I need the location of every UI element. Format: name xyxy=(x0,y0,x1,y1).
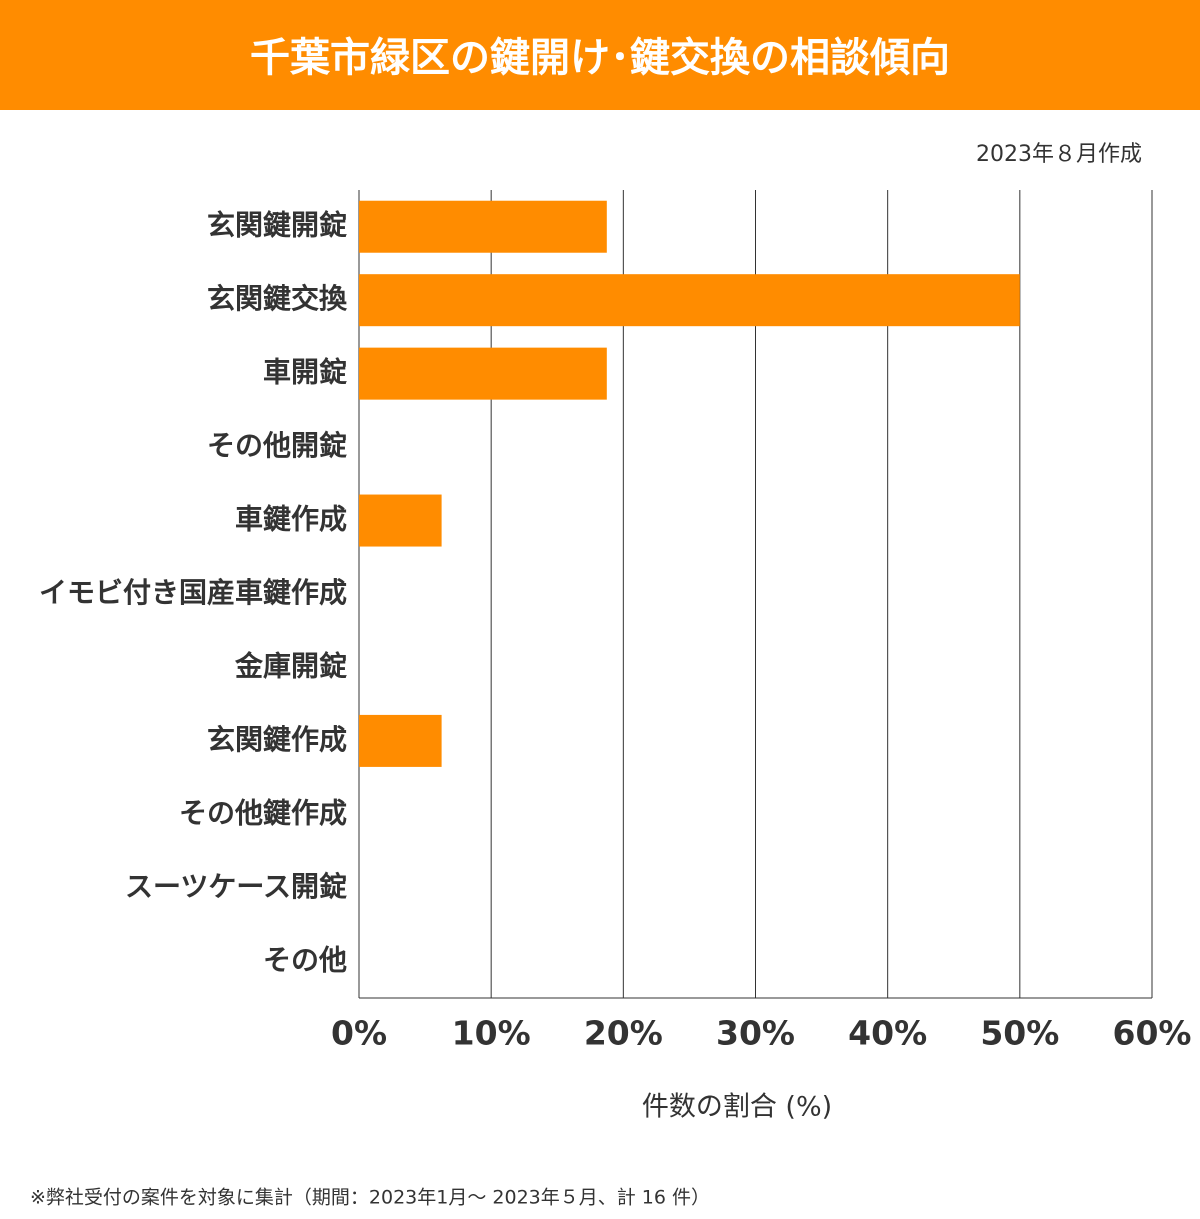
bar xyxy=(359,714,442,767)
x-tick-label: 40% xyxy=(848,1014,927,1053)
y-tick-label: 金庫開錠 xyxy=(234,649,347,682)
footnote: ※弊社受付の案件を対象に集計（期間：2023年1月～ 2023年５月、計 16 … xyxy=(30,1187,710,1209)
y-tick-label: 車鍵作成 xyxy=(235,503,347,536)
chart-title: 千葉市緑区の鍵開け･鍵交換の相談傾向 xyxy=(250,35,950,81)
bar xyxy=(359,347,607,400)
y-tick-label: 玄関鍵交換 xyxy=(207,282,348,315)
bar xyxy=(359,274,1020,327)
y-tick-label: 玄関鍵作成 xyxy=(207,723,347,756)
x-tick-label: 50% xyxy=(980,1014,1059,1053)
x-tick-label: 20% xyxy=(584,1014,663,1053)
y-tick-label: その他 xyxy=(263,943,347,976)
y-tick-label: イモビ付き国産車鍵作成 xyxy=(39,576,347,609)
y-tick-label: 玄関鍵開錠 xyxy=(207,209,347,242)
bar xyxy=(359,494,442,547)
y-tick-label: その他開錠 xyxy=(207,429,347,462)
y-tick-label: スーツケース開錠 xyxy=(125,870,347,903)
bar xyxy=(359,200,607,253)
x-tick-label: 0% xyxy=(331,1014,387,1053)
x-tick-label: 10% xyxy=(452,1014,531,1053)
header-band xyxy=(0,0,1200,110)
x-tick-label: 30% xyxy=(716,1014,795,1053)
y-tick-label: 車開錠 xyxy=(263,356,347,389)
x-axis-label: 件数の割合 (%) xyxy=(642,1092,832,1123)
subtitle: 2023年８月作成 xyxy=(976,142,1142,167)
y-tick-label: その他鍵作成 xyxy=(179,796,347,829)
x-tick-label: 60% xyxy=(1113,1014,1192,1053)
